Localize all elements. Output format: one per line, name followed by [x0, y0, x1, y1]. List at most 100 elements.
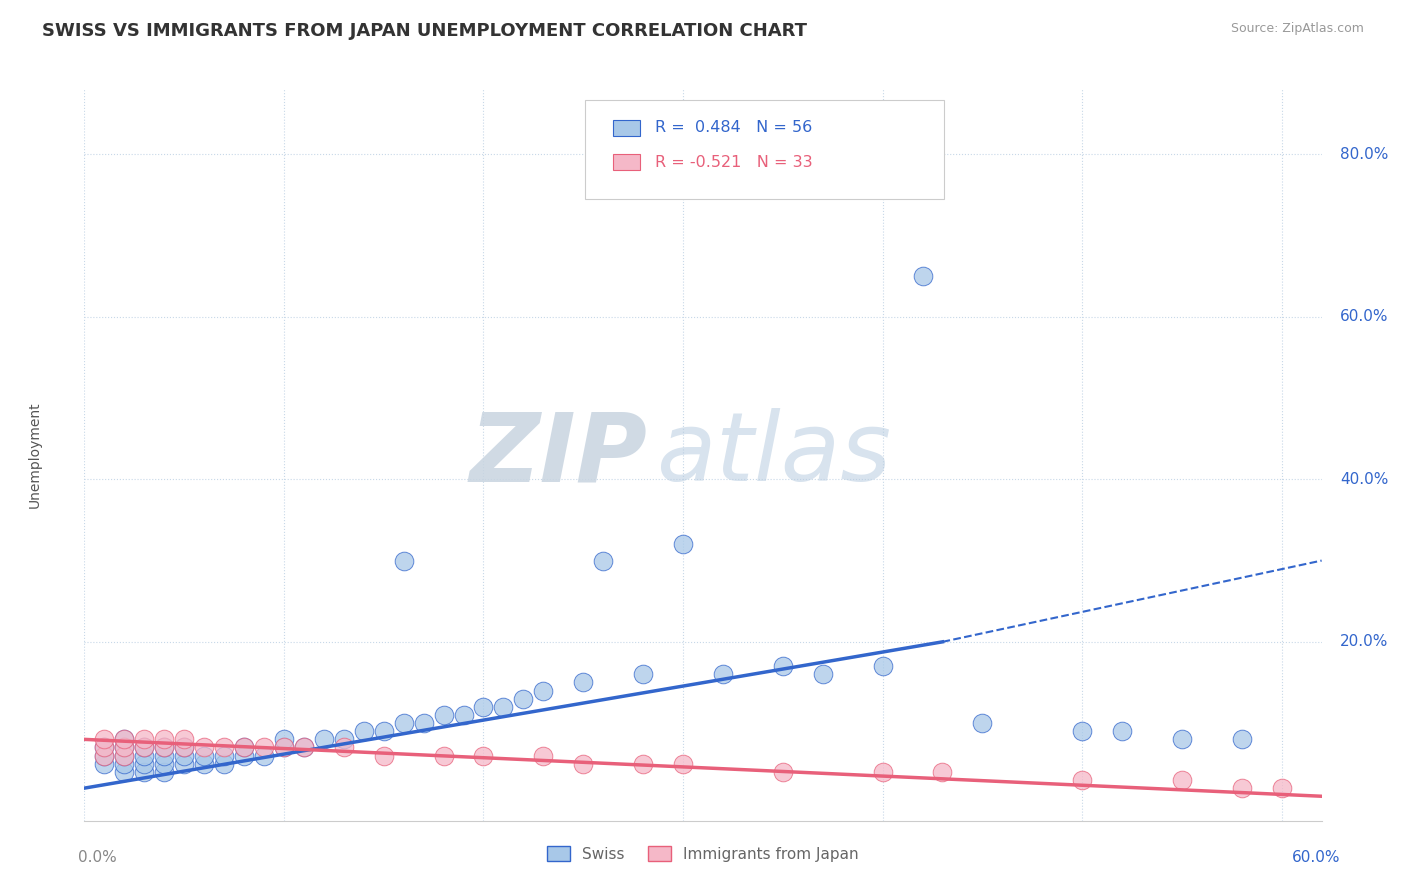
Point — [253, 740, 276, 755]
Point — [233, 740, 256, 755]
Point — [872, 659, 894, 673]
Point — [711, 667, 734, 681]
Point — [134, 740, 156, 755]
Point — [153, 764, 176, 779]
Point — [432, 708, 454, 723]
Point — [872, 764, 894, 779]
Point — [112, 764, 135, 779]
Point — [212, 748, 235, 763]
Text: 40.0%: 40.0% — [1340, 472, 1389, 487]
Point — [112, 748, 135, 763]
Point — [112, 732, 135, 747]
Point — [333, 732, 356, 747]
Point — [1071, 772, 1094, 787]
Point — [472, 699, 495, 714]
Point — [193, 740, 215, 755]
Point — [93, 748, 115, 763]
Text: SWISS VS IMMIGRANTS FROM JAPAN UNEMPLOYMENT CORRELATION CHART: SWISS VS IMMIGRANTS FROM JAPAN UNEMPLOYM… — [42, 22, 807, 40]
Point — [512, 691, 534, 706]
Point — [112, 748, 135, 763]
FancyBboxPatch shape — [613, 154, 640, 170]
Point — [672, 756, 695, 771]
Point — [212, 740, 235, 755]
Point — [134, 764, 156, 779]
Point — [453, 708, 475, 723]
Point — [592, 553, 614, 567]
Point — [492, 699, 515, 714]
Text: ZIP: ZIP — [470, 409, 647, 501]
Point — [93, 748, 115, 763]
Point — [1111, 724, 1133, 739]
Text: 0.0%: 0.0% — [79, 850, 117, 865]
Point — [373, 724, 395, 739]
Point — [412, 716, 434, 731]
Point — [134, 756, 156, 771]
Point — [373, 748, 395, 763]
Point — [472, 748, 495, 763]
Point — [1171, 732, 1194, 747]
Legend: Swiss, Immigrants from Japan: Swiss, Immigrants from Japan — [541, 839, 865, 868]
Point — [134, 748, 156, 763]
Point — [173, 740, 195, 755]
Point — [93, 740, 115, 755]
Point — [253, 748, 276, 763]
Point — [134, 732, 156, 747]
Text: 60.0%: 60.0% — [1292, 850, 1340, 865]
Point — [153, 740, 176, 755]
Point — [672, 537, 695, 551]
Text: atlas: atlas — [657, 409, 891, 501]
Point — [811, 667, 834, 681]
Point — [911, 269, 934, 284]
Point — [292, 740, 315, 755]
Point — [432, 748, 454, 763]
Point — [273, 740, 295, 755]
Point — [134, 740, 156, 755]
Text: 80.0%: 80.0% — [1340, 146, 1389, 161]
Point — [112, 756, 135, 771]
Point — [173, 756, 195, 771]
Point — [333, 740, 356, 755]
Point — [772, 764, 794, 779]
Point — [173, 740, 195, 755]
FancyBboxPatch shape — [613, 120, 640, 136]
Point — [93, 756, 115, 771]
Point — [292, 740, 315, 755]
Point — [1230, 781, 1253, 796]
Point — [112, 732, 135, 747]
Point — [93, 740, 115, 755]
Point — [772, 659, 794, 673]
Point — [1230, 732, 1253, 747]
Text: Source: ZipAtlas.com: Source: ZipAtlas.com — [1230, 22, 1364, 36]
Text: Unemployment: Unemployment — [28, 401, 42, 508]
Text: R =  0.484   N = 56: R = 0.484 N = 56 — [655, 120, 813, 136]
Point — [572, 675, 595, 690]
Point — [112, 740, 135, 755]
Text: 20.0%: 20.0% — [1340, 634, 1389, 649]
Point — [273, 732, 295, 747]
Point — [212, 756, 235, 771]
FancyBboxPatch shape — [585, 100, 945, 199]
Point — [112, 740, 135, 755]
Point — [233, 740, 256, 755]
Point — [93, 732, 115, 747]
Point — [572, 756, 595, 771]
Point — [153, 732, 176, 747]
Point — [531, 683, 554, 698]
Point — [312, 732, 335, 747]
Point — [353, 724, 375, 739]
Point — [153, 748, 176, 763]
Point — [273, 740, 295, 755]
Point — [392, 553, 415, 567]
Point — [193, 748, 215, 763]
Point — [1071, 724, 1094, 739]
Point — [531, 748, 554, 763]
Point — [153, 756, 176, 771]
Text: R = -0.521   N = 33: R = -0.521 N = 33 — [655, 155, 813, 169]
Point — [631, 756, 654, 771]
Point — [173, 732, 195, 747]
Point — [233, 748, 256, 763]
Point — [193, 756, 215, 771]
Point — [153, 740, 176, 755]
Point — [392, 716, 415, 731]
Point — [931, 764, 953, 779]
